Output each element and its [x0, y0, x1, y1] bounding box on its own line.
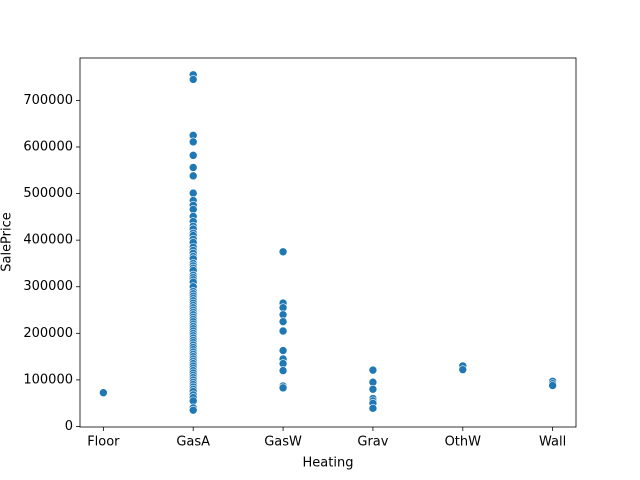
point [368, 404, 378, 413]
y-tick-label: 400000 [23, 233, 73, 248]
x-tick-label: Wall [539, 435, 566, 450]
y-tick-label: 600000 [23, 139, 73, 154]
y-tick-label: 700000 [23, 93, 73, 108]
point [188, 171, 198, 181]
y-tick-label: 100000 [23, 372, 73, 387]
point [278, 346, 288, 355]
x-tick-label: Floor [87, 435, 120, 450]
x-axis-label: Heating [303, 456, 354, 471]
x-tick-label: GasW [264, 435, 302, 450]
y-tick-label: 200000 [23, 326, 73, 341]
y-tick-label: 0 [65, 419, 73, 434]
point [368, 384, 378, 394]
point [458, 365, 468, 374]
y-tick-label: 300000 [23, 279, 73, 294]
point [188, 75, 198, 84]
y-axis-label: SalePrice [0, 212, 15, 272]
y-tick-label: 500000 [23, 186, 73, 201]
point [99, 388, 108, 398]
point [188, 137, 198, 147]
point [368, 365, 378, 375]
plot-frame [79, 57, 577, 428]
point [278, 317, 288, 326]
point [548, 381, 557, 390]
point [188, 405, 198, 415]
point [188, 188, 198, 198]
point [278, 383, 288, 393]
point [278, 326, 288, 336]
point [278, 247, 288, 257]
point [278, 366, 288, 375]
point [188, 163, 198, 172]
x-tick-label: OthW [445, 435, 482, 450]
point [188, 151, 198, 160]
x-tick-label: GasA [176, 435, 210, 450]
x-tick-label: Grav [357, 435, 388, 450]
